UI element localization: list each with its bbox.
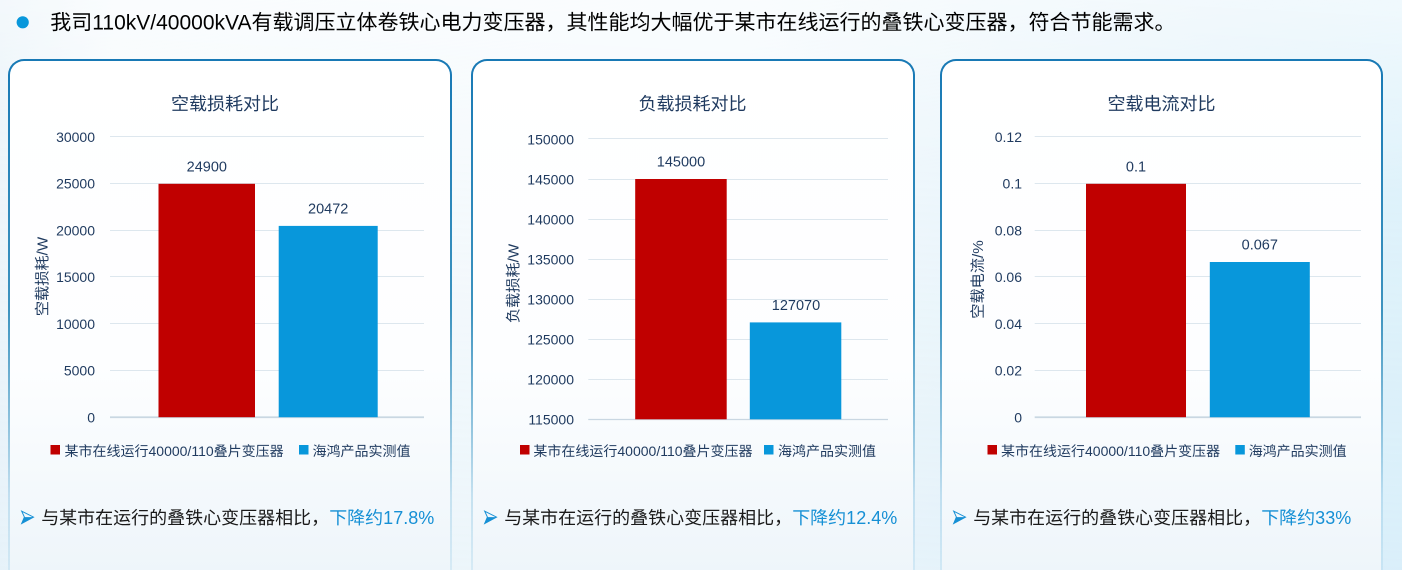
svg-text:150000: 150000 [527,131,574,147]
svg-text:135000: 135000 [527,252,574,268]
svg-text:空载损耗对比: 空载损耗对比 [171,94,279,114]
svg-text:5000: 5000 [64,363,95,379]
svg-text:145000: 145000 [657,155,705,171]
svg-text:某市在线运行40000/110叠片变压器: 某市在线运行40000/110叠片变压器 [533,443,752,459]
svg-text:0.1: 0.1 [1126,159,1146,175]
svg-text:与某市在运行的叠铁心变压器相比，下降约17.8%: 与某市在运行的叠铁心变压器相比，下降约17.8% [41,508,434,528]
svg-text:0.12: 0.12 [995,129,1022,145]
svg-text:空载电流对比: 空载电流对比 [1108,94,1216,114]
svg-text:145000: 145000 [527,172,574,188]
svg-text:115000: 115000 [528,412,574,428]
svg-text:24900: 24900 [187,159,227,175]
svg-text:20472: 20472 [308,201,348,217]
svg-text:0: 0 [87,409,95,425]
svg-text:我司110kV/40000kVA有载调压立体卷铁心电力变压器: 我司110kV/40000kVA有载调压立体卷铁心电力变压器，其性能均大幅优于某… [50,12,1175,35]
svg-text:20000: 20000 [56,222,95,238]
svg-text:空载电流/%: 空载电流/% [970,240,987,318]
svg-text:30000: 30000 [56,129,95,145]
svg-text:127070: 127070 [772,298,820,314]
svg-text:0.067: 0.067 [1242,238,1278,254]
svg-text:0.1: 0.1 [1003,176,1023,192]
svg-text:某市在线运行40000/110叠片变压器: 某市在线运行40000/110叠片变压器 [1001,443,1220,459]
svg-text:15000: 15000 [56,269,95,285]
svg-text:与某市在运行的叠铁心变压器相比，下降约33%: 与某市在运行的叠铁心变压器相比，下降约33% [973,508,1351,528]
svg-text:140000: 140000 [527,212,574,228]
svg-text:120000: 120000 [527,372,574,388]
svg-text:负载损耗/W: 负载损耗/W [506,243,523,323]
svg-text:海鸿产品实测值: 海鸿产品实测值 [1249,443,1347,459]
svg-text:海鸿产品实测值: 海鸿产品实测值 [778,443,876,459]
svg-text:空载损耗/W: 空载损耗/W [35,236,52,316]
svg-text:负载损耗对比: 负载损耗对比 [639,94,747,114]
svg-text:0.06: 0.06 [995,269,1022,285]
svg-text:0.08: 0.08 [995,222,1022,238]
svg-text:130000: 130000 [527,292,574,308]
svg-text:10000: 10000 [56,316,95,332]
svg-text:125000: 125000 [527,332,574,348]
svg-text:0: 0 [1014,409,1022,425]
svg-text:0.04: 0.04 [995,316,1022,332]
svg-text:25000: 25000 [56,176,95,192]
svg-text:与某市在运行的叠铁心变压器相比，下降约12.4%: 与某市在运行的叠铁心变压器相比，下降约12.4% [504,508,897,528]
svg-text:海鸿产品实测值: 海鸿产品实测值 [313,443,411,459]
svg-text:某市在线运行40000/110叠片变压器: 某市在线运行40000/110叠片变压器 [65,443,284,459]
svg-text:0.02: 0.02 [995,363,1022,379]
